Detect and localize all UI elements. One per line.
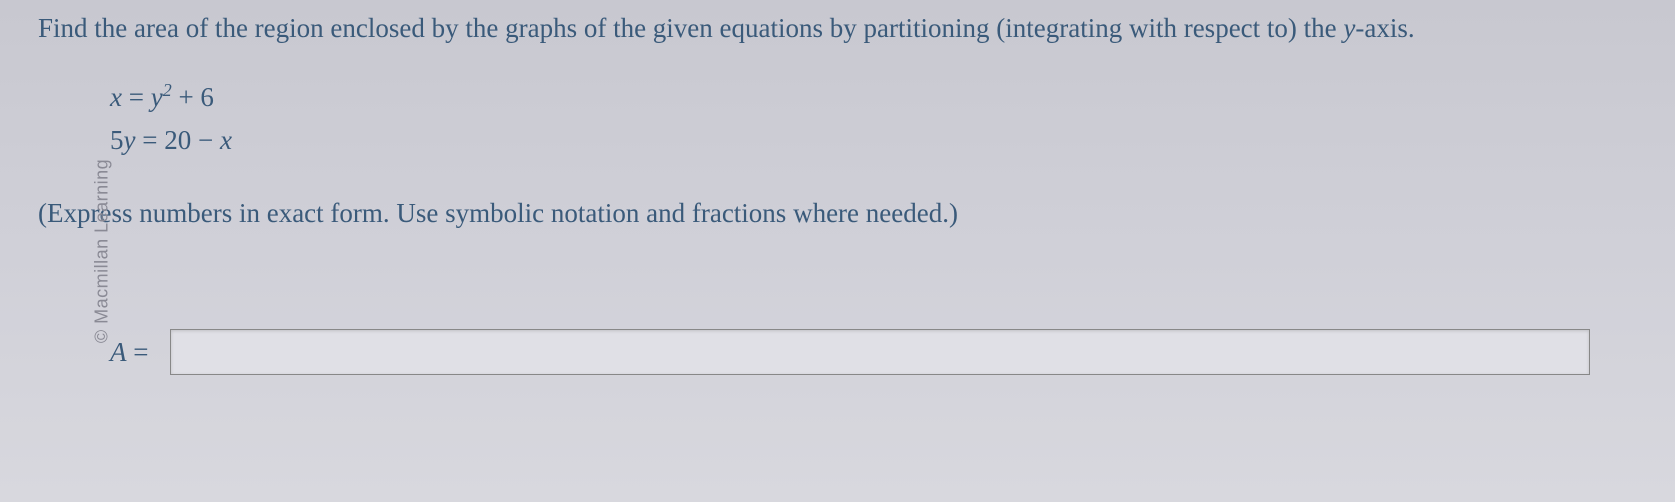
eq1-rhs-base: y [151, 82, 163, 112]
equation-1: x = y2 + 6 [110, 76, 1645, 119]
answer-input[interactable] [170, 329, 1590, 375]
eq2-rhs-num: 20 − [164, 125, 220, 155]
eq2-rhs-var: x [220, 125, 232, 155]
eq1-equals: = [122, 82, 151, 112]
eq2-equals: = [135, 125, 164, 155]
question-yaxis-var: y [1343, 13, 1355, 43]
copyright-watermark: © Macmillan Learning [92, 159, 113, 343]
eq1-rhs-exp: 2 [163, 80, 172, 100]
eq1-lhs: x [110, 82, 122, 112]
equation-2: 5y = 20 − x [110, 119, 1645, 162]
equations-block: x = y2 + 6 5y = 20 − x [110, 76, 1645, 162]
question-prefix: Find the area of the region enclosed by … [38, 13, 1343, 43]
eq2-lhs-coef: 5 [110, 125, 124, 155]
instruction-text: (Express numbers in exact form. Use symb… [38, 198, 1645, 229]
answer-row: A = [110, 329, 1645, 375]
eq2-lhs-var: y [124, 125, 136, 155]
question-content: Find the area of the region enclosed by … [0, 0, 1675, 385]
answer-label: A = [110, 337, 148, 368]
question-prompt: Find the area of the region enclosed by … [38, 10, 1645, 48]
question-suffix: -axis. [1355, 13, 1414, 43]
eq1-rhs-rest: + 6 [172, 82, 214, 112]
answer-equals: = [127, 337, 149, 367]
